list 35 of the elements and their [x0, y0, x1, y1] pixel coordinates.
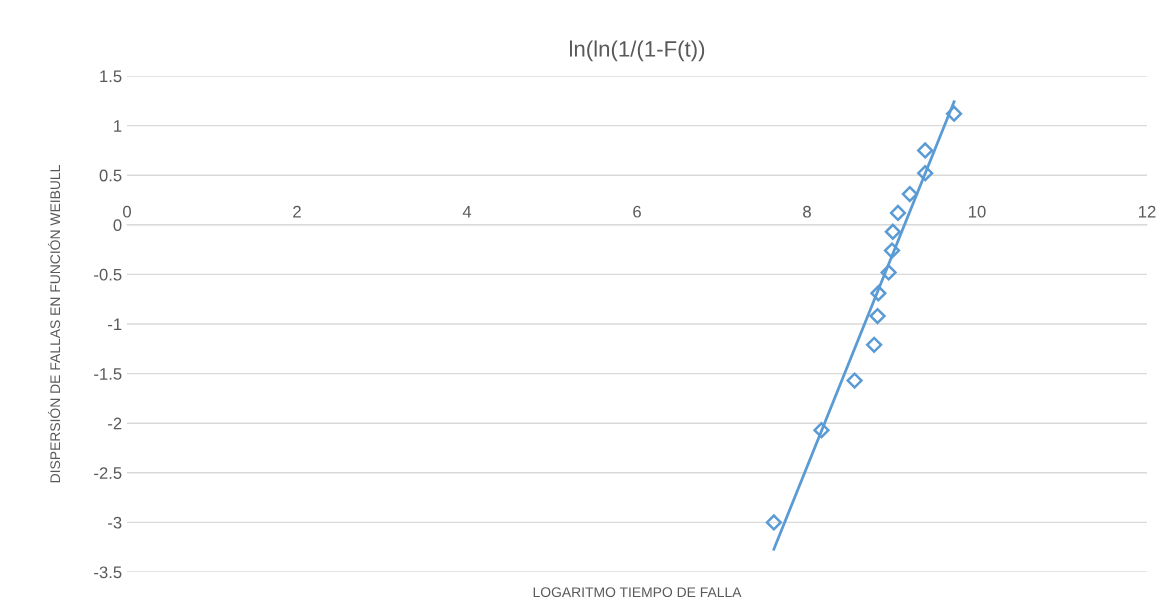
x-tick-label: 0	[123, 205, 131, 218]
point	[901, 185, 918, 203]
x-axis-title: LOGARITMO TIEMPO DE FALLA	[533, 587, 742, 598]
y-tick-label: 1	[114, 120, 122, 132]
x-tick-label: 4	[462, 205, 472, 218]
y-tick-label: 0	[113, 219, 122, 231]
x-tick-label: 12	[1139, 205, 1156, 218]
point	[846, 372, 863, 389]
x-tick-label: 8	[803, 205, 811, 218]
point	[880, 264, 897, 281]
point	[889, 204, 907, 222]
point	[945, 105, 963, 122]
point	[813, 422, 830, 439]
chart-title: ln(ln(1/(1-F(t))	[569, 40, 705, 62]
x-tick-label: 2	[293, 205, 301, 218]
y-tick-label: -2.5	[94, 467, 122, 479]
point	[917, 142, 934, 159]
y-tick-label: -3.5	[94, 566, 122, 579]
point	[866, 336, 883, 353]
x-tick-label: 6	[633, 205, 641, 218]
point	[884, 223, 901, 240]
y-axis-title: DISPERSIÓN DE FALLAS EN FUNCIÓN WEIBULL	[47, 165, 61, 483]
point	[869, 307, 886, 325]
y-tick-label: -3	[108, 516, 122, 529]
y-tick-label: -1.5	[94, 368, 122, 380]
point	[883, 242, 901, 259]
x-tick-label: 10	[969, 205, 986, 218]
point	[765, 514, 782, 531]
y-tick-label: 1.5	[100, 70, 122, 83]
y-tick-label: -0.5	[94, 268, 122, 281]
point	[870, 285, 887, 302]
y-tick-label: 0.5	[99, 169, 122, 182]
point	[917, 165, 934, 182]
y-tick-label: -1	[108, 318, 122, 331]
y-tick-label: -2	[108, 417, 122, 430]
